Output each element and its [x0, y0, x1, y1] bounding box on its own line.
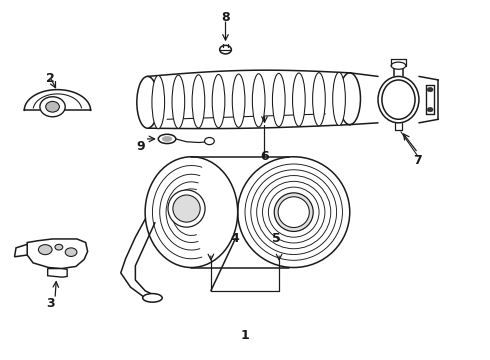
Polygon shape — [48, 269, 67, 277]
Ellipse shape — [313, 73, 325, 126]
Ellipse shape — [65, 248, 77, 256]
Ellipse shape — [238, 157, 350, 267]
Polygon shape — [15, 244, 27, 257]
Ellipse shape — [427, 87, 433, 92]
Ellipse shape — [333, 72, 345, 126]
Ellipse shape — [251, 170, 337, 255]
Ellipse shape — [55, 244, 63, 250]
Text: 2: 2 — [46, 72, 54, 85]
Ellipse shape — [152, 76, 165, 129]
Ellipse shape — [173, 195, 200, 222]
Ellipse shape — [257, 176, 331, 249]
Ellipse shape — [143, 294, 162, 302]
Ellipse shape — [293, 73, 305, 126]
Text: 5: 5 — [272, 233, 281, 246]
Text: 7: 7 — [414, 154, 422, 167]
Ellipse shape — [245, 164, 343, 260]
Ellipse shape — [145, 157, 238, 267]
Ellipse shape — [269, 187, 319, 237]
Ellipse shape — [427, 108, 433, 112]
Ellipse shape — [272, 73, 285, 127]
Ellipse shape — [192, 75, 205, 128]
Ellipse shape — [158, 134, 176, 144]
Ellipse shape — [382, 80, 415, 119]
Ellipse shape — [40, 97, 65, 117]
Ellipse shape — [46, 102, 59, 112]
Ellipse shape — [232, 74, 245, 127]
Text: 3: 3 — [46, 297, 54, 310]
Ellipse shape — [168, 190, 205, 227]
Ellipse shape — [204, 138, 214, 145]
Text: 8: 8 — [221, 11, 230, 24]
Ellipse shape — [137, 76, 158, 128]
Ellipse shape — [263, 181, 325, 243]
Ellipse shape — [278, 197, 309, 228]
Text: 6: 6 — [260, 150, 269, 163]
Ellipse shape — [212, 75, 225, 128]
Text: 9: 9 — [136, 140, 145, 153]
Ellipse shape — [38, 245, 52, 255]
Ellipse shape — [162, 136, 172, 141]
Ellipse shape — [274, 193, 313, 231]
Ellipse shape — [339, 73, 361, 125]
Ellipse shape — [252, 74, 265, 127]
Ellipse shape — [220, 45, 231, 54]
Text: 1: 1 — [241, 329, 249, 342]
Ellipse shape — [391, 62, 406, 69]
Polygon shape — [27, 239, 88, 269]
Ellipse shape — [172, 75, 185, 129]
Text: 4: 4 — [231, 233, 240, 246]
